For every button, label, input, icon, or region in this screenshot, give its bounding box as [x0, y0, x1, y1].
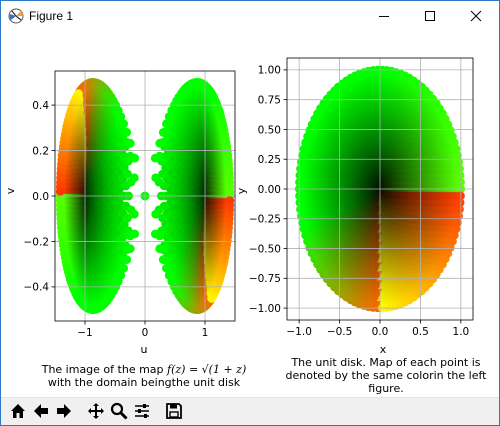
left-scatter-point	[151, 173, 161, 183]
left-axes: −1 0 1 0.4 0.2 0.0 −0.2 −0.4 u v	[4, 70, 236, 356]
title-bar[interactable]: Figure 1	[1, 1, 499, 31]
window-title: Figure 1	[29, 9, 74, 23]
left-y-tick-label: −0.4	[24, 282, 50, 294]
left-x-tick-label: −1	[77, 327, 92, 339]
left-x-axis-label: u	[141, 343, 148, 356]
left-scatter-point	[129, 209, 139, 219]
left-y-axis-label: v	[4, 187, 17, 194]
left-scatter-point	[125, 138, 135, 148]
left-scatter-point	[130, 153, 140, 163]
left-scatter-point	[155, 244, 165, 254]
left-scatter-point	[130, 229, 140, 239]
left-scatter-point	[122, 255, 132, 264]
figure-canvas[interactable]: −1 0 1 0.4 0.2 0.0 −0.2 −0.4 u v −1.0 −0.5 0.0 0.5…	[1, 31, 499, 397]
close-icon	[470, 10, 482, 22]
left-scatter-point	[225, 196, 235, 206]
minimize-button[interactable]	[361, 1, 407, 31]
left-scatter-point	[122, 128, 132, 137]
right-axes: −1.0 −0.5 0.0 0.5 1.01.000.750.500.250.00−0.…	[235, 57, 474, 356]
left-scatter-point	[158, 128, 168, 137]
maximize-button[interactable]	[407, 1, 453, 31]
left-plot-area	[55, 71, 235, 321]
left-scatter-point	[55, 187, 65, 196]
left-scatter-point	[119, 263, 128, 273]
left-y-tick-label: 0.0	[32, 191, 49, 203]
left-scatter-point	[151, 209, 161, 219]
minimize-icon	[379, 16, 389, 17]
left-y-tick-label: 0.2	[32, 145, 49, 157]
left-y-tick-label: 0.4	[32, 100, 49, 112]
left-scatter-point	[129, 173, 139, 183]
maximize-icon	[425, 11, 435, 21]
left-scatter-point	[155, 138, 165, 148]
left-scatter-point	[125, 244, 135, 254]
left-scatter-point	[150, 153, 160, 163]
left-x-tick-label: 1	[202, 327, 209, 339]
left-x-tick-label: 0	[142, 327, 149, 339]
left-scatter-points	[55, 78, 235, 314]
left-scatter-point	[150, 229, 160, 239]
left-scatter-point	[162, 119, 171, 129]
close-button[interactable]	[453, 1, 499, 31]
left-y-tick-label: −0.2	[24, 236, 50, 248]
left-scatter-point	[158, 255, 168, 264]
matplotlib-app-icon	[8, 8, 24, 24]
